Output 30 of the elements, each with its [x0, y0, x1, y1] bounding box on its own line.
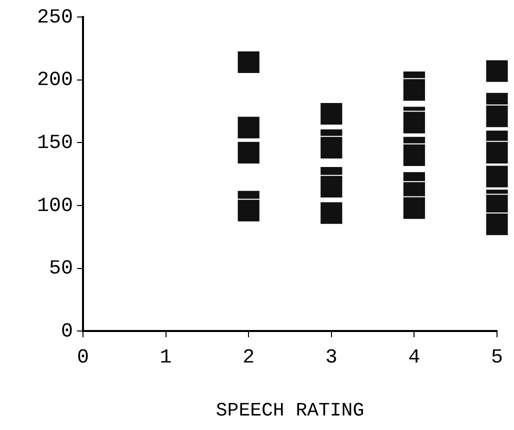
x-tick-label: 5 [490, 346, 504, 370]
x-tick-label: 3 [325, 346, 338, 370]
point [236, 140, 260, 165]
point [485, 140, 509, 165]
point [485, 212, 509, 236]
point [236, 198, 260, 222]
point [236, 50, 260, 74]
point [485, 164, 509, 188]
x-tick-label: 1 [160, 346, 172, 370]
y-tick-label: 100 [36, 194, 73, 218]
x-axis-title: SPEECH RATING [216, 400, 364, 422]
y-tick-label: 250 [36, 6, 73, 30]
point [320, 102, 344, 126]
point [402, 110, 426, 134]
point [236, 116, 260, 140]
x-tick-label: 2 [242, 346, 255, 370]
point [485, 59, 509, 83]
point [402, 78, 426, 102]
point [485, 104, 509, 128]
x-tick-label: 4 [408, 346, 420, 370]
point [320, 174, 344, 198]
y-tick-label: 150 [36, 132, 73, 155]
x-tick-label: 0 [76, 346, 90, 370]
y-tick-label: 200 [36, 69, 73, 92]
point [320, 201, 344, 225]
point [402, 196, 426, 220]
y-tick-label: 0 [60, 320, 73, 344]
point [320, 136, 344, 160]
y-tick-label: 50 [48, 258, 73, 281]
point [402, 143, 426, 168]
